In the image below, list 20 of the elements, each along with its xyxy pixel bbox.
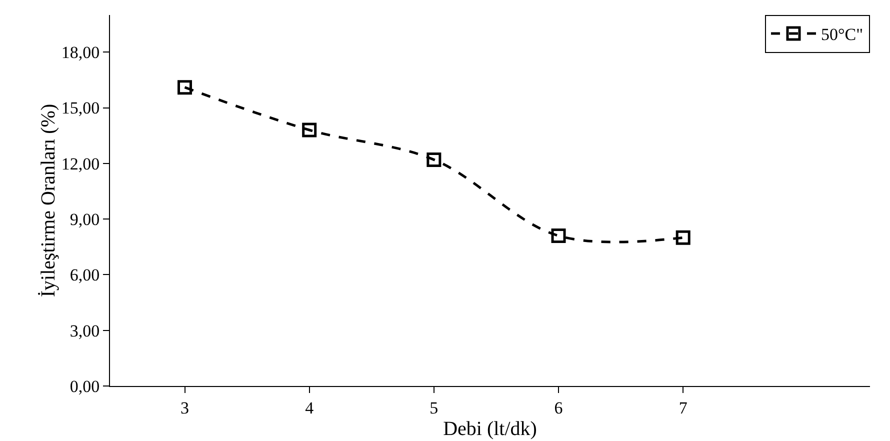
x-axis-title: Debi (lt/dk) (443, 418, 537, 440)
y-tick-label: 12,00 (61, 154, 100, 174)
y-tick-label: 15,00 (61, 98, 100, 118)
x-tick-label: 7 (678, 398, 688, 418)
y-tick-label: 6,00 (70, 266, 100, 285)
x-tick-label: 4 (305, 398, 314, 418)
y-tick-label: 9,00 (70, 210, 100, 229)
point (178, 80, 192, 95)
y-tick-label: 18,00 (61, 43, 100, 62)
point (551, 228, 566, 243)
point (426, 152, 442, 167)
y-tick-label: 0,00 (70, 376, 100, 396)
y-tick-label: 3,00 (70, 321, 100, 340)
x-tick-label: 3 (180, 398, 189, 418)
legend-label: 50°C" (821, 25, 864, 44)
x-tick-label: 6 (554, 398, 563, 418)
y-axis-title: İyileştirme Oranları (%) (37, 104, 60, 298)
point (676, 230, 690, 245)
point (302, 122, 317, 138)
x-tick-label: 5 (430, 398, 438, 418)
